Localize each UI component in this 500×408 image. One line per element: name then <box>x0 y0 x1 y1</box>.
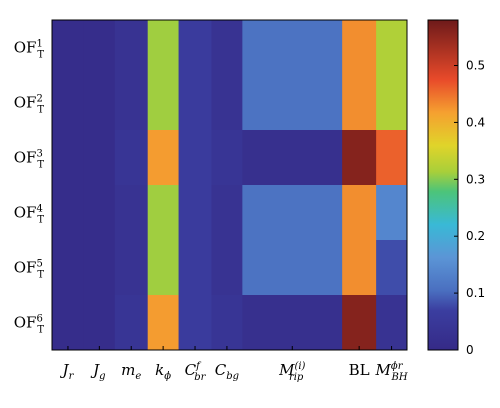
heatmap-cell <box>376 75 408 131</box>
y-tick-label: OF4 T <box>14 204 45 226</box>
colorbar-tick-label: 0.4 <box>466 115 485 129</box>
heatmap-cell <box>147 75 180 131</box>
heatmap-cell <box>242 295 343 351</box>
heatmap-cell <box>242 75 343 131</box>
heatmap-cell <box>178 295 212 351</box>
x-axis-labels: Jr Jg me kϕ Cf br Cbg M(i) rip BL Mϕr BH <box>60 361 408 383</box>
heatmap-cell <box>342 295 377 351</box>
heatmap-cell <box>83 295 116 351</box>
x-tick-label: Mϕr BH <box>375 361 408 383</box>
colorbar-tick-label: 0.5 <box>466 59 485 73</box>
x-tick-label: BL <box>349 361 370 379</box>
x-tick-label: Cf br <box>185 361 207 383</box>
heatmap-cells <box>52 20 408 351</box>
heatmap-cell <box>211 20 243 76</box>
heatmap-cell <box>83 75 116 131</box>
x-tick-label: kϕ <box>155 361 171 382</box>
heatmap-cell <box>83 185 116 241</box>
heatmap-cell <box>178 185 212 241</box>
heatmap-cell <box>211 130 243 186</box>
heatmap-cell <box>342 130 377 186</box>
plot-frame <box>51 19 408 351</box>
heatmap-cell <box>211 185 243 241</box>
y-tick-label: OF6 T <box>14 314 45 336</box>
heatmap-cell <box>211 75 243 131</box>
heatmap-cell <box>147 295 180 351</box>
heatmap-cell <box>178 130 212 186</box>
colorbar <box>427 19 459 351</box>
y-tick-label: OF3 T <box>14 149 45 171</box>
heatmap-cell <box>147 20 180 76</box>
heatmap-cell <box>178 240 212 296</box>
heatmap-cell <box>178 20 212 76</box>
colorbar-ticks: 0 0.1 0.2 0.3 0.4 0.5 <box>454 59 485 357</box>
heatmap-cell <box>376 295 408 351</box>
x-tick-label: me <box>121 361 141 382</box>
y-tick-label: OF1 T <box>14 39 45 61</box>
heatmap-cell <box>211 240 243 296</box>
colorbar-tick-label: 0.1 <box>466 286 485 300</box>
x-tick-label: Jr <box>60 361 75 382</box>
heatmap-cell <box>342 20 377 76</box>
heatmap-cell <box>242 185 343 241</box>
x-tick-label: Cbg <box>215 361 239 382</box>
heatmap-cell <box>376 20 408 76</box>
heatmap-cell <box>242 240 343 296</box>
heatmap-cell <box>83 20 116 76</box>
y-axis-labels: OF1 T OF2 T OF3 T OF4 T OF5 T OF6 T <box>14 39 45 336</box>
colorbar-tick-label: 0.3 <box>466 172 485 186</box>
heatmap-cell <box>211 295 243 351</box>
heatmap-cell <box>52 295 85 351</box>
heatmap-cell <box>342 185 377 241</box>
heatmap-cell <box>52 20 85 76</box>
heatmap-cell <box>114 75 149 131</box>
heatmap-cell <box>52 75 85 131</box>
heatmap-cell <box>52 130 85 186</box>
y-tick-label: OF2 T <box>14 94 45 116</box>
y-tick-label: OF5 T <box>14 259 45 281</box>
heatmap-cell <box>178 75 212 131</box>
heatmap-cell <box>342 75 377 131</box>
heatmap-cell <box>147 240 180 296</box>
heatmap-cell <box>83 130 116 186</box>
colorbar-tick-label: 0.2 <box>466 229 485 243</box>
heatmap-cell <box>114 20 149 76</box>
heatmap-cell <box>376 240 408 296</box>
heatmap-cell <box>114 185 149 241</box>
colorbar-tick-label: 0 <box>466 343 474 357</box>
heatmap-cell <box>242 130 343 186</box>
heatmap-cell <box>342 240 377 296</box>
heatmap-cell <box>114 295 149 351</box>
heatmap-cell <box>83 240 116 296</box>
x-tick-label: Jg <box>90 361 105 382</box>
heatmap-cell <box>242 20 343 76</box>
heatmap-cell <box>52 185 85 241</box>
x-tick-label: M(i) rip <box>278 361 305 383</box>
heatmap-cell <box>147 130 180 186</box>
heatmap-cell <box>52 240 85 296</box>
heatmap-cell <box>376 130 408 186</box>
x-tick-marks <box>67 346 393 350</box>
heatmap-cell <box>147 185 180 241</box>
heatmap-cell <box>114 240 149 296</box>
heatmap-cell <box>376 185 408 241</box>
heatmap-cell <box>114 130 149 186</box>
